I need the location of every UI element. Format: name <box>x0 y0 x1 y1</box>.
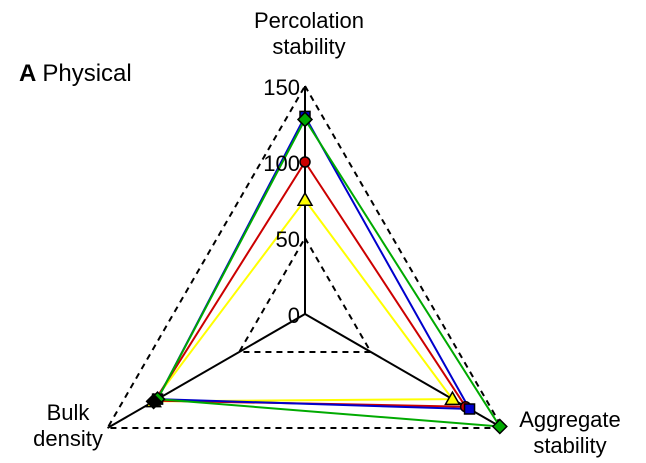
panel-title-text: Physical <box>42 60 131 87</box>
series-1-point-1 <box>463 403 476 415</box>
radar-tick-labels: 0 50 100 150 <box>263 75 300 328</box>
series-0-point-0 <box>296 111 314 128</box>
tick-label-0: 0 <box>288 303 300 328</box>
panel-letter: A <box>19 60 36 87</box>
axis-label-2-line-1: density <box>33 426 103 451</box>
tick-label-150: 150 <box>263 75 300 100</box>
series-3-point-1 <box>444 390 461 406</box>
axis-label-1-line-0: Aggregate <box>519 407 621 432</box>
series-line-1 <box>155 114 472 411</box>
panel-title: A Physical <box>19 60 132 87</box>
tick-label-100: 100 <box>263 151 300 176</box>
series-line-0 <box>156 117 502 428</box>
series-line-2 <box>153 160 468 408</box>
axis-label-0: Percolation stability <box>254 8 364 59</box>
radar-series <box>145 110 508 435</box>
series-0-point-1 <box>491 418 508 435</box>
axis-label-2-line-0: Bulk <box>47 400 91 425</box>
tick-label-50: 50 <box>276 227 300 252</box>
spoke-2 <box>107 313 306 429</box>
axis-label-0-line-1: stability <box>272 34 345 59</box>
series-line-3 <box>151 198 455 403</box>
axis-label-0-line-0: Percolation <box>254 8 364 33</box>
series-2-point-0 <box>299 156 311 168</box>
axis-label-2: Bulk density <box>33 400 103 451</box>
axis-label-1: Aggregate stability <box>519 407 621 458</box>
series-4-point-2 <box>145 393 162 410</box>
axis-label-1-line-1: stability <box>533 433 606 458</box>
radar-spokes <box>107 86 503 429</box>
series-3-point-0 <box>296 191 314 206</box>
